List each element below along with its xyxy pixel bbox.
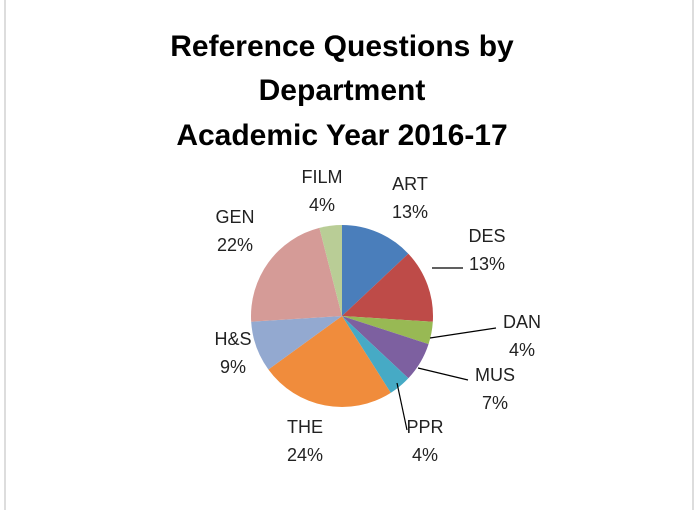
chart-title: Department <box>259 74 426 107</box>
slice-label: DES <box>468 226 505 246</box>
slice-label: MUS <box>475 365 515 385</box>
pie-slice <box>342 253 433 322</box>
slice-label: H&S <box>214 329 251 349</box>
slice-label: PPR <box>406 417 443 437</box>
pie-slice <box>342 316 409 393</box>
slice-value-label: 7% <box>482 393 508 413</box>
frame <box>4 0 694 510</box>
slice-label: THE <box>287 417 323 437</box>
pie-slice <box>319 225 342 316</box>
pie-slice <box>251 316 342 370</box>
slice-value-label: 13% <box>469 254 505 274</box>
chart-title: Academic Year 2016-17 <box>176 119 507 152</box>
chart-title: Reference Questions by <box>170 30 514 63</box>
slice-value-label: 4% <box>309 195 335 215</box>
slice-value-label: 4% <box>509 340 535 360</box>
slice-value-label: 9% <box>220 357 246 377</box>
slice-label: ART <box>392 174 428 194</box>
pie-slice <box>268 316 391 407</box>
leader-line <box>396 382 408 431</box>
pie-slice <box>342 316 433 345</box>
slice-value-label: 13% <box>392 202 428 222</box>
slice-label: GEN <box>215 207 254 227</box>
pie-slice <box>342 316 429 379</box>
slice-value-label: 24% <box>287 445 323 465</box>
leader-line <box>429 327 497 339</box>
slice-value-label: 4% <box>412 445 438 465</box>
pie-slice <box>342 225 409 316</box>
slice-label: DAN <box>503 312 541 332</box>
pie-slice <box>251 227 342 322</box>
leader-line <box>417 367 469 381</box>
slice-label: FILM <box>301 167 342 187</box>
slice-value-label: 22% <box>217 235 253 255</box>
